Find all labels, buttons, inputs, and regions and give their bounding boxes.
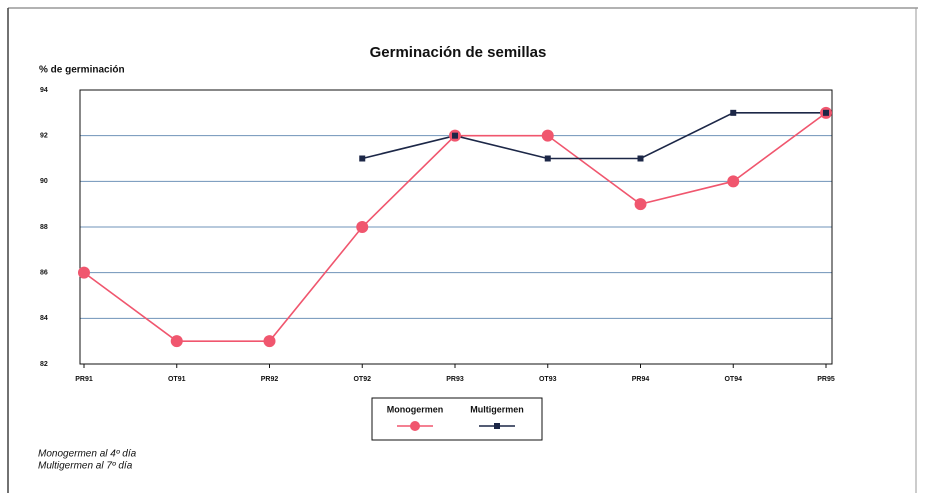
x-tick-label: PR92 [261,376,279,383]
chart-title: Germinación de semillas [370,44,547,61]
legend-label: Monogermen [387,404,444,414]
data-point [78,266,90,279]
x-tick-label: OT91 [168,376,186,383]
note: Multigermen al 7º día [38,461,133,472]
legend-label: Multigermen [470,404,524,414]
x-tick-label: OT92 [353,376,371,383]
legend-marker [494,423,500,429]
y-tick-label: 88 [40,224,48,231]
data-point [170,335,183,348]
data-point [727,175,740,188]
y-tick-label: 82 [40,361,48,368]
data-point [637,155,644,162]
x-tick-label: OT93 [539,376,557,383]
x-tick-label: PR93 [446,376,464,383]
data-point [359,155,366,162]
y-axis-label: % de germinación [39,65,125,76]
data-point [541,129,554,142]
y-tick-label: 90 [40,178,48,185]
x-tick-label: PR91 [75,376,93,383]
y-tick-label: 86 [40,270,48,277]
x-tick-label: OT94 [724,376,742,383]
data-point [356,221,369,233]
x-tick-label: PR95 [817,376,835,383]
data-point [263,335,276,348]
data-point [544,155,551,162]
y-tick-label: 94 [40,87,48,94]
note: Monogermen al 4º día [38,449,137,460]
y-tick-label: 84 [40,315,48,322]
data-point [452,132,458,139]
y-tick-label: 92 [40,133,48,140]
data-point [823,109,829,116]
series-line [362,112,826,160]
data-point [634,198,647,211]
plot-border [79,89,833,365]
legend-box [371,397,543,441]
legend-marker [410,421,420,431]
data-point [730,109,737,116]
x-tick-label: PR94 [632,376,650,383]
